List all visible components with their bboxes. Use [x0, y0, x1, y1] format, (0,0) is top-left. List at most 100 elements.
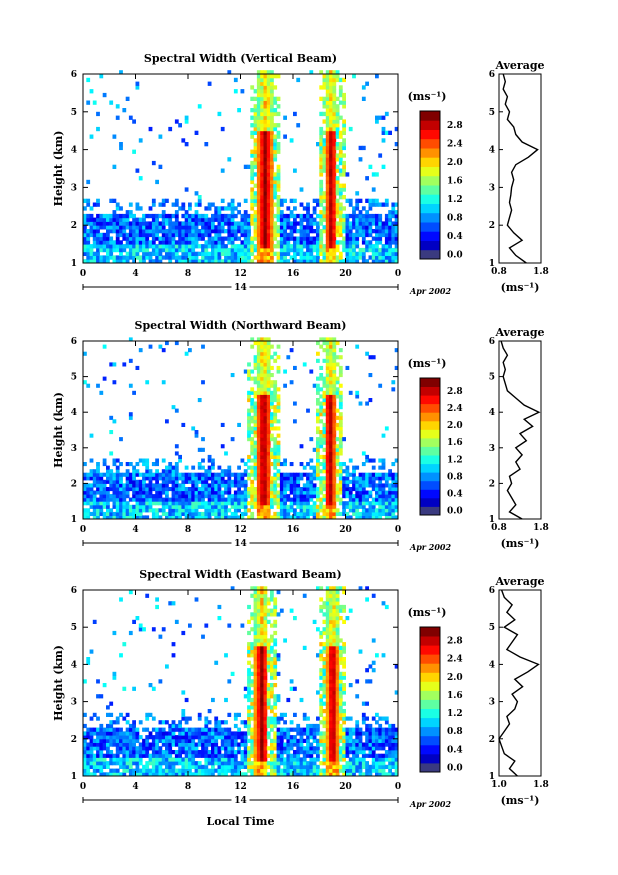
heatmap-cell	[283, 244, 287, 249]
heatmap-cell	[119, 259, 123, 264]
heatmap-cell	[184, 187, 189, 192]
heatmap-cell	[142, 768, 146, 773]
heatmap-cell	[145, 593, 150, 598]
heatmap-cell	[256, 153, 261, 158]
heatmap-cell	[250, 176, 255, 181]
heatmap-cell	[253, 138, 258, 143]
heatmap-cell	[270, 447, 274, 452]
heatmap-cell	[122, 247, 127, 253]
heatmap-cell	[316, 376, 320, 381]
heatmap-cell	[237, 508, 241, 513]
heatmap-cell	[188, 735, 192, 740]
heatmap-cell	[250, 472, 255, 477]
heatmap-cell	[299, 202, 304, 207]
heatmap-cell	[358, 217, 363, 222]
heatmap-cell	[197, 229, 202, 234]
heatmap-cell	[194, 232, 199, 238]
heatmap-cell	[325, 198, 330, 203]
heatmap-cell	[332, 398, 337, 403]
heatmap-cell	[394, 221, 399, 226]
heatmap-cell	[194, 433, 199, 438]
heatmap-cell	[83, 723, 87, 729]
heatmap-cell	[122, 750, 127, 755]
heatmap-cell	[260, 412, 264, 417]
heatmap-cell	[384, 232, 389, 238]
heatmap-cell	[299, 244, 304, 249]
heatmap-cell	[283, 232, 287, 238]
heatmap-cell	[253, 89, 258, 94]
heatmap-cell	[289, 244, 294, 249]
heatmap-cell	[201, 476, 205, 481]
heatmap-cell	[145, 738, 150, 743]
heatmap-cell	[286, 731, 291, 736]
heatmap-cell	[168, 764, 173, 769]
heatmap-cell	[358, 504, 363, 509]
heatmap-cell	[319, 373, 324, 378]
heatmap-cell	[263, 412, 268, 417]
heatmap-cell	[332, 412, 337, 417]
heatmap-cell	[325, 433, 330, 438]
heatmap-cell	[151, 627, 156, 632]
heatmap-cell	[338, 394, 343, 399]
colorbar-swatch	[420, 203, 440, 214]
heatmap-cell	[335, 376, 340, 381]
heatmap-cell	[178, 757, 182, 762]
heatmap-cell	[194, 746, 199, 751]
heatmap-cell	[250, 451, 255, 456]
heatmap-cell	[388, 469, 392, 474]
heatmap-cell	[319, 504, 324, 509]
heatmap-cell	[283, 369, 287, 374]
heatmap-cell	[247, 675, 251, 680]
heatmap-cell	[181, 236, 186, 241]
heatmap-cell	[115, 479, 120, 484]
heatmap-cell	[128, 221, 133, 226]
heatmap-cell	[273, 408, 278, 413]
heatmap-cell	[142, 236, 146, 241]
heatmap-cell	[92, 494, 97, 499]
heatmap-cell	[352, 255, 356, 260]
heatmap-cell	[181, 483, 186, 488]
heatmap-cell	[250, 191, 255, 196]
heatmap-cell	[188, 764, 192, 769]
heatmap-cell	[391, 511, 396, 516]
heatmap-cell	[266, 183, 271, 188]
heatmap-cell	[276, 697, 281, 703]
heatmap-cell	[266, 81, 271, 86]
heatmap-cell	[119, 494, 123, 499]
heatmap-cell	[276, 202, 281, 207]
heatmap-cell	[256, 405, 261, 410]
heatmap-cell	[233, 723, 238, 729]
heatmap-cell	[256, 179, 261, 185]
heatmap-cell	[361, 213, 366, 219]
heatmap-cell	[168, 472, 173, 477]
heatmap-cell	[283, 458, 287, 463]
heatmap-cell	[266, 479, 271, 484]
heatmap-cell	[325, 362, 330, 367]
heatmap-cell	[171, 742, 176, 747]
heatmap-cell	[342, 164, 346, 169]
heatmap-cell	[181, 511, 186, 516]
heatmap-cell	[332, 376, 337, 381]
heatmap-cell	[161, 508, 166, 513]
heatmap-cell	[338, 92, 343, 98]
heatmap-cell	[273, 746, 278, 751]
heatmap-cell	[368, 373, 373, 378]
heatmap-cell	[92, 504, 97, 509]
heatmap-cell	[342, 483, 346, 488]
heatmap-cell	[237, 487, 241, 492]
heatmap-cell	[138, 497, 143, 502]
heatmap-cell	[312, 487, 317, 492]
heatmap-cell	[256, 440, 261, 445]
heatmap-cell	[220, 469, 225, 474]
heatmap-cell	[247, 164, 251, 169]
heatmap-cell	[371, 221, 376, 226]
heatmap-cell	[319, 487, 324, 492]
heatmap-cell	[332, 515, 337, 520]
heatmap-cell	[148, 683, 153, 688]
heatmap-cell	[335, 390, 340, 395]
heatmap-cell	[102, 236, 107, 241]
heatmap-cell	[391, 221, 396, 226]
heatmap-cell	[283, 750, 287, 755]
heatmap-cell	[191, 259, 196, 264]
heatmap-cell	[256, 108, 261, 113]
